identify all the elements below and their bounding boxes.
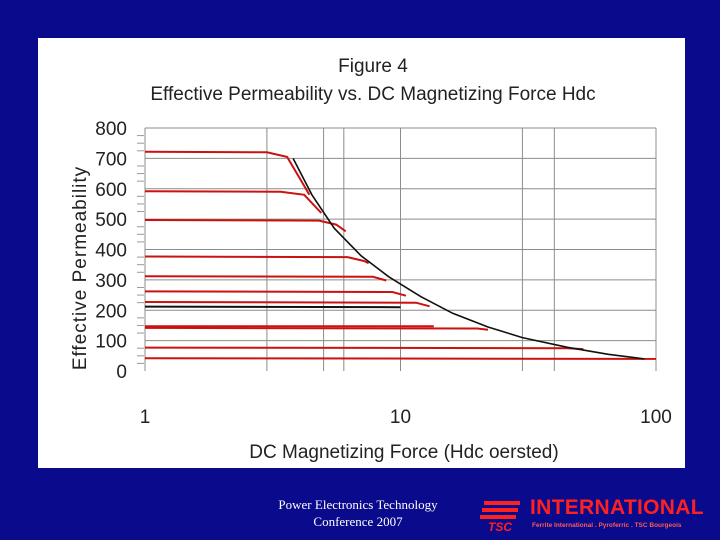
- y-tick-label: 800: [95, 119, 127, 140]
- grid: [137, 127, 657, 371]
- footer-line-1: Power Electronics Technology: [278, 497, 438, 512]
- limit-curve: [292, 158, 645, 360]
- y-tick-label: 300: [95, 271, 127, 292]
- series-line: [144, 301, 430, 308]
- x-tick-label: 10: [390, 407, 411, 428]
- series-line: [144, 150, 311, 196]
- y-tick-label: 200: [95, 301, 127, 322]
- series-line: [144, 346, 584, 351]
- series-line: [144, 275, 387, 282]
- series-line: [144, 305, 401, 309]
- y-tick-label: 0: [116, 362, 127, 383]
- chart-panel: Figure 4 Effective Permeability vs. DC M…: [38, 38, 685, 468]
- footer-line-2: Conference 2007: [313, 514, 403, 529]
- company-logo: TSC INTERNATIONAL Ferrite International …: [474, 496, 714, 536]
- axis-ticks: 800 700 600 500 400 300 200 100 0 1 10 100: [95, 119, 672, 428]
- x-tick-label: 100: [640, 407, 672, 428]
- y-tick-label: 600: [95, 180, 127, 201]
- series-line: [144, 219, 347, 233]
- y-axis-label: Effective Permeability: [70, 166, 91, 370]
- chart-title: Figure 4: [338, 56, 408, 77]
- y-tick-label: 700: [95, 149, 127, 170]
- chart: Figure 4 Effective Permeability vs. DC M…: [70, 56, 672, 463]
- y-tick-label: 100: [95, 332, 127, 353]
- series-line: [144, 290, 407, 297]
- x-axis-label: DC Magnetizing Force (Hdc oersted): [249, 442, 558, 463]
- svg-text:TSC: TSC: [488, 520, 512, 532]
- y-tick-label: 400: [95, 241, 127, 262]
- series-line: [144, 357, 657, 360]
- x-tick-label: 1: [140, 407, 151, 428]
- chart-subtitle: Effective Permeability vs. DC Magnetizin…: [150, 84, 595, 105]
- logo-tagline: Ferrite International . Pyroferric . TSC…: [532, 522, 682, 529]
- series-line: [144, 255, 370, 265]
- logo-brand: INTERNATIONAL: [530, 496, 704, 519]
- series-group: [144, 150, 657, 360]
- logo-mark-icon: TSC: [480, 501, 520, 532]
- series-line: [144, 326, 489, 331]
- footer: Power Electronics Technology Conference …: [258, 496, 458, 530]
- y-tick-label: 500: [95, 210, 127, 231]
- series-line: [144, 190, 323, 214]
